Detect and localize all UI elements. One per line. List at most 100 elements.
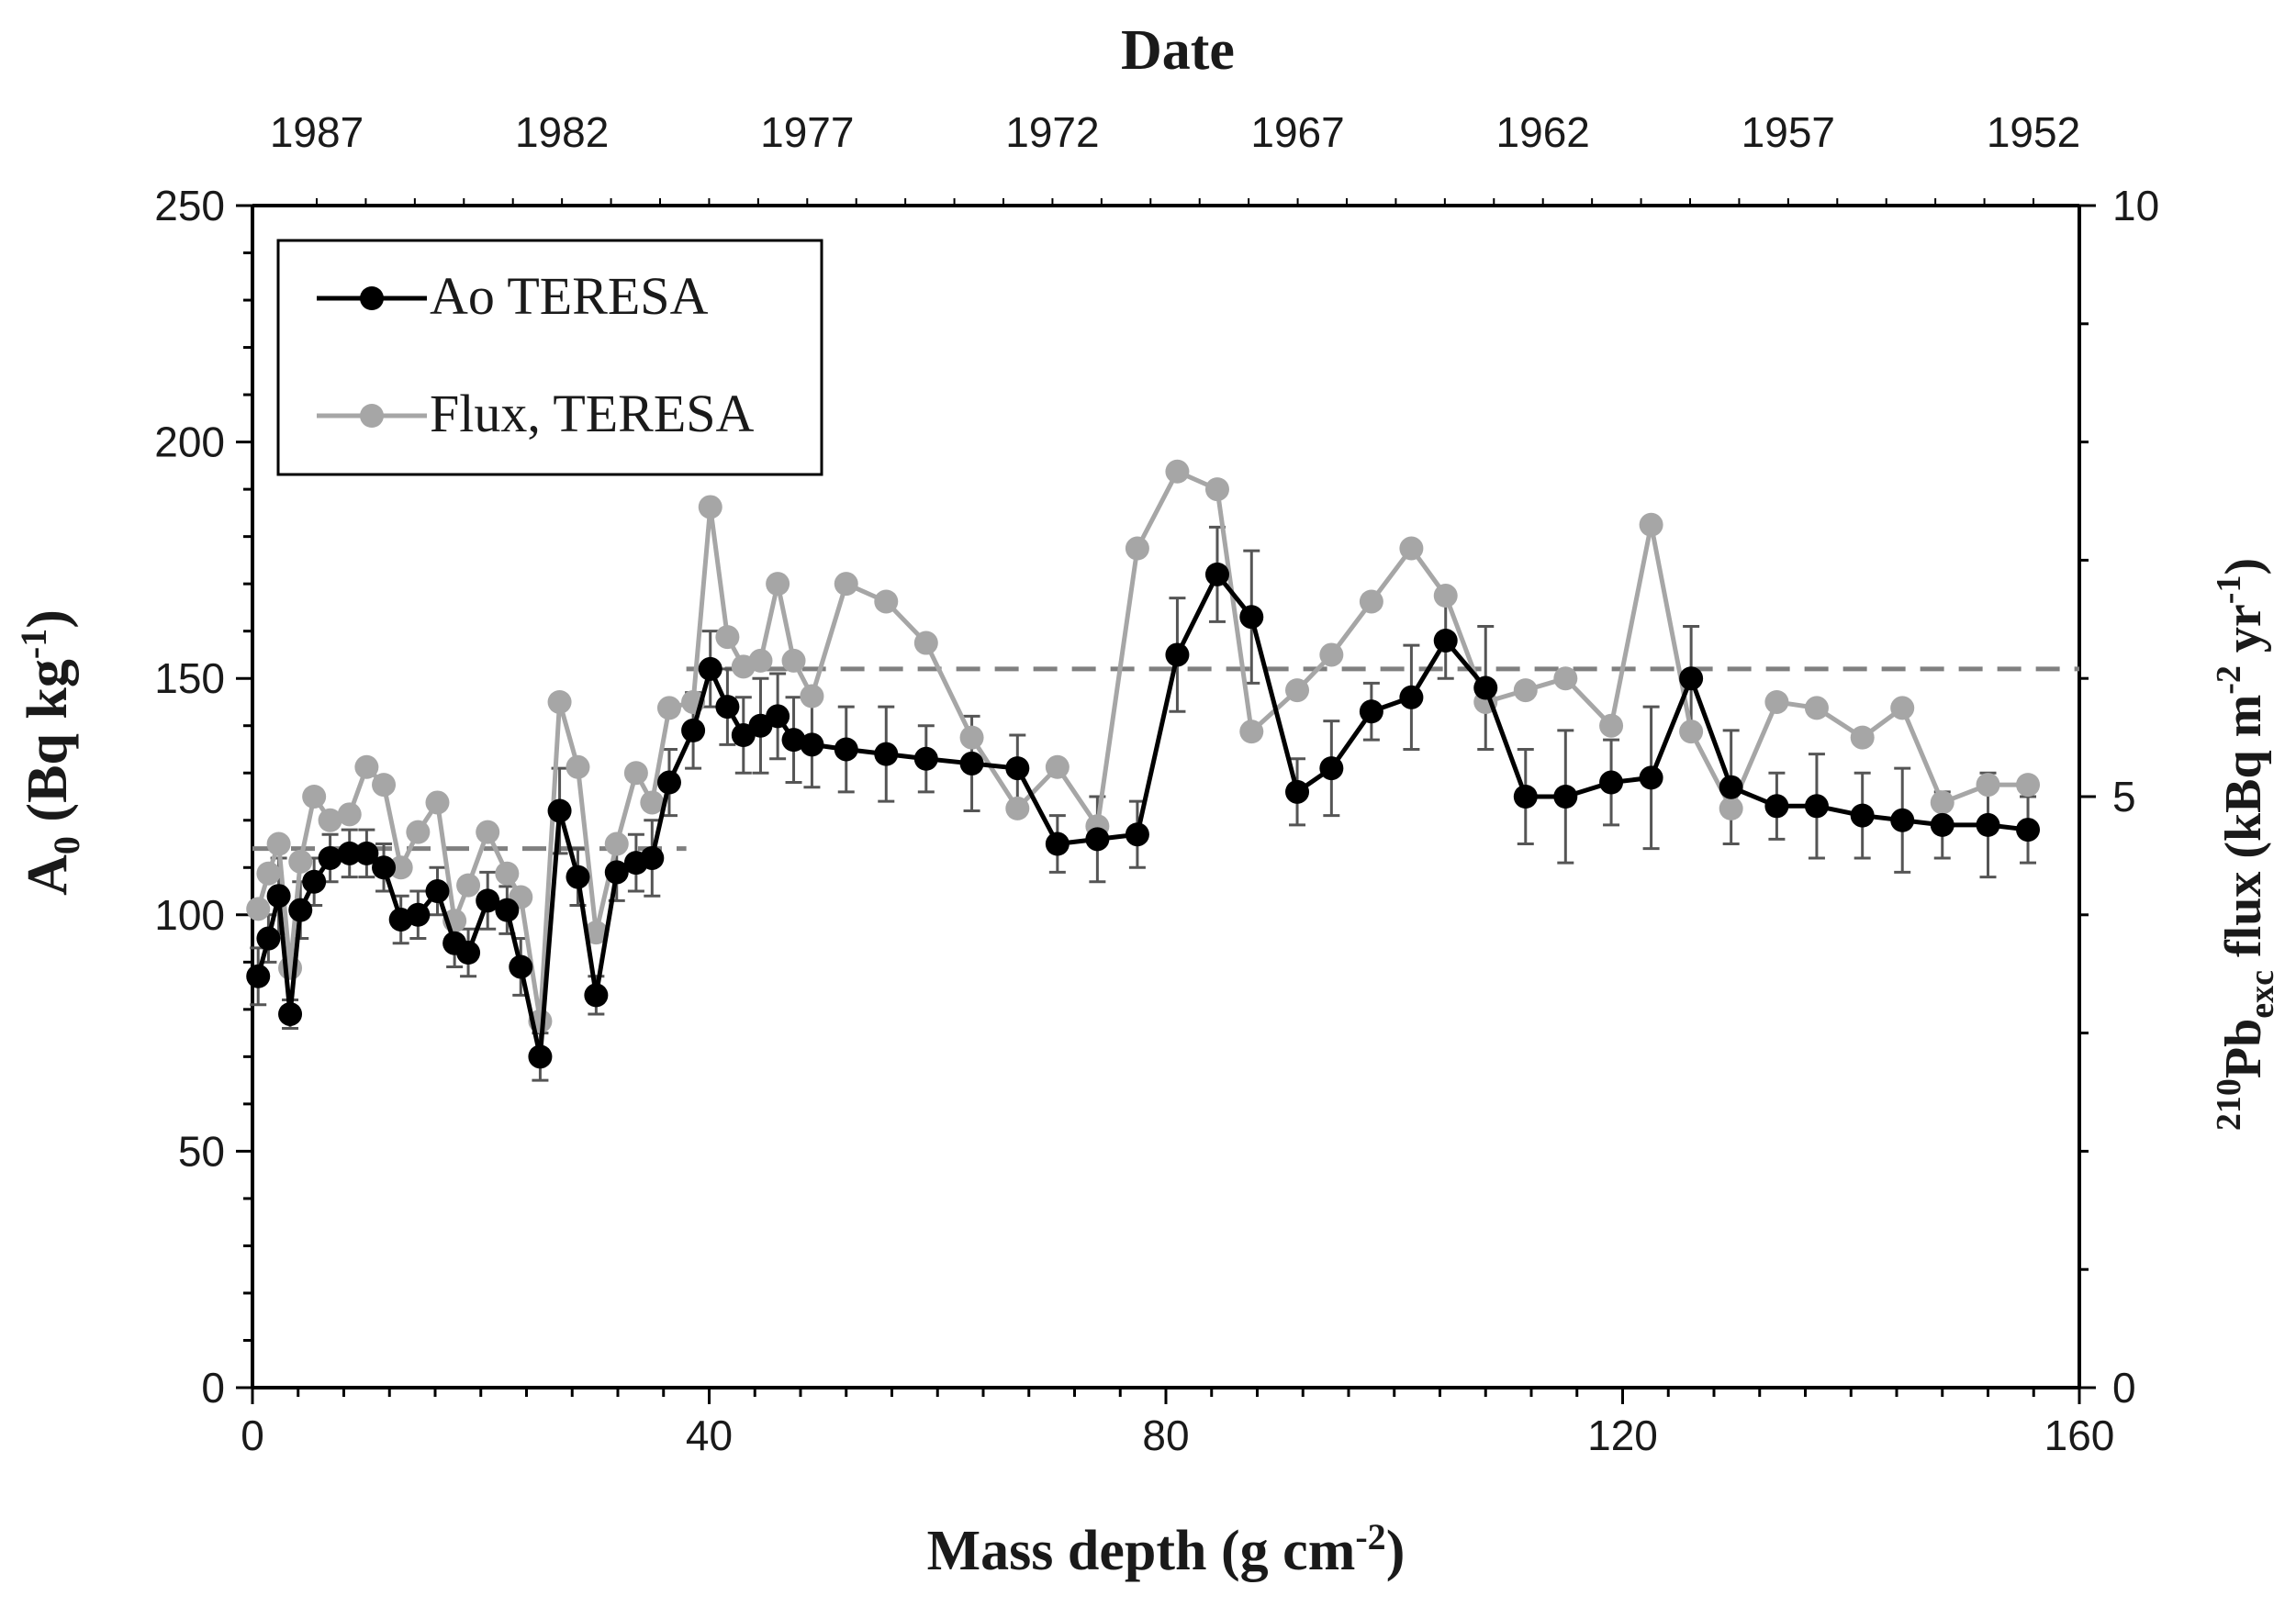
ao-point: [1890, 808, 1915, 832]
flux-point: [1125, 536, 1149, 561]
top-tick-label: 1977: [760, 108, 854, 156]
flux-point: [1719, 796, 1743, 820]
ao-point: [266, 884, 291, 909]
y-tick-label: 0: [201, 1364, 225, 1412]
flux-point: [406, 820, 431, 844]
ao-point: [566, 865, 590, 889]
legend-flux-marker: [360, 404, 384, 428]
ao-point: [1804, 794, 1829, 819]
ao-point: [528, 1044, 553, 1069]
x-tick-label: 160: [2044, 1412, 2115, 1459]
ao-point: [1553, 785, 1578, 809]
legend-flux-label: Flux, TERESA: [430, 384, 755, 443]
flux-point: [1764, 689, 1789, 714]
flux-point: [1285, 678, 1310, 703]
flux-point: [288, 849, 313, 874]
ao-point: [1285, 779, 1310, 804]
flux-point: [1165, 459, 1190, 484]
ao-point: [2016, 818, 2041, 843]
flux-point: [623, 761, 648, 786]
top-tick-label: 1952: [1987, 108, 2080, 156]
ao-point: [1165, 642, 1190, 667]
flux-point: [476, 820, 500, 844]
flux-point: [456, 873, 481, 898]
y-tick-label: 50: [178, 1127, 225, 1175]
ao-point: [1679, 666, 1704, 691]
ao-point: [800, 732, 824, 757]
flux-point: [1204, 477, 1229, 502]
ao-point: [959, 751, 984, 776]
ao-point: [781, 728, 806, 753]
ao-point: [1359, 699, 1383, 724]
flux-point: [566, 754, 590, 779]
ao-point: [372, 855, 397, 880]
ao-point: [1045, 831, 1070, 856]
ao-point: [715, 695, 740, 720]
ao-point: [1850, 803, 1875, 828]
ao-point: [766, 704, 790, 729]
flux-point: [278, 955, 303, 980]
flux-point: [1850, 725, 1875, 750]
ao-point: [1433, 628, 1458, 653]
flux-point: [656, 696, 681, 720]
flux-point: [1319, 642, 1344, 667]
flux-point: [266, 831, 291, 856]
flux-point: [495, 861, 520, 886]
flux-point: [1359, 589, 1383, 614]
flux-point: [2016, 773, 2041, 798]
flux-point: [1976, 773, 2000, 798]
ao-point: [456, 941, 481, 965]
ao-point: [1319, 756, 1344, 781]
ao-point: [1204, 562, 1229, 586]
y2-tick-label: 0: [2112, 1364, 2136, 1412]
y-tick-label: 150: [154, 654, 225, 702]
flux-point: [1239, 720, 1264, 744]
flux-point: [256, 861, 281, 886]
ao-point: [1513, 785, 1538, 809]
top-axis-title: Date: [1121, 19, 1235, 82]
ao-point: [656, 770, 681, 795]
top-tick-label: 1972: [1005, 108, 1099, 156]
ao-point: [246, 964, 271, 988]
ao-point: [698, 656, 722, 681]
flux-point: [1679, 720, 1704, 744]
ao-point: [1399, 685, 1424, 709]
y-tick-label: 200: [154, 418, 225, 466]
ao-point: [1473, 675, 1498, 700]
flux-point: [1399, 536, 1424, 561]
flux-series: [246, 459, 2041, 1033]
legend-ao-marker: [360, 286, 384, 310]
y-tick-label: 100: [154, 891, 225, 939]
ao-point: [288, 898, 313, 922]
ao-point: [278, 1001, 303, 1026]
ao-point: [509, 954, 533, 979]
ao-line: [255, 572, 2029, 1059]
top-tick-label: 1967: [1250, 108, 1344, 156]
ao-series: [246, 562, 2041, 1069]
flux-point: [388, 855, 413, 880]
ao-point: [337, 841, 362, 865]
flux-point: [1045, 754, 1070, 779]
flux-point: [959, 725, 984, 750]
flux-point: [874, 589, 899, 614]
ao-point: [1239, 605, 1264, 630]
top-tick-label: 1962: [1496, 108, 1590, 156]
flux-point: [372, 773, 397, 798]
x-tick-label: 80: [1142, 1412, 1189, 1459]
y2-axis-title: 210Pbexc flux (kBq m-2 yr-1): [2210, 558, 2281, 1131]
ao-point: [547, 798, 572, 823]
flux-point: [1433, 584, 1458, 608]
y-tick-label: 250: [154, 182, 225, 229]
ao-point: [1639, 765, 1663, 790]
flux-point: [318, 808, 342, 832]
flux-point: [302, 785, 327, 809]
ao-point: [604, 860, 629, 885]
y2-tick-label: 5: [2112, 773, 2136, 820]
ao-point: [1085, 827, 1110, 852]
flux-point: [354, 754, 379, 779]
flux-point: [1005, 796, 1030, 820]
y2-tick-label: 10: [2112, 182, 2159, 229]
flux-point: [698, 495, 722, 519]
